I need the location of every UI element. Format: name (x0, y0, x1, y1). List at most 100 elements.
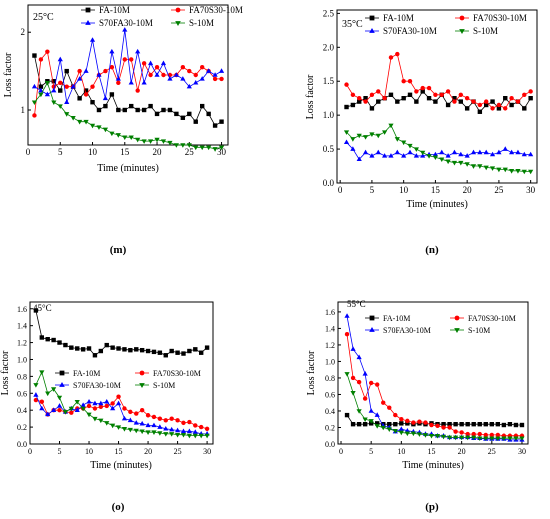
x-tick-label: 15 (115, 447, 123, 456)
x-tick-label: 15 (120, 147, 130, 157)
data-point (63, 342, 68, 348)
series-line (35, 310, 208, 356)
legend-marker (59, 370, 65, 376)
data-point (451, 149, 458, 155)
legend-marker (369, 15, 375, 21)
data-point (356, 354, 362, 360)
temperature-label: 25°C (33, 12, 54, 23)
data-point (86, 412, 92, 418)
data-point (440, 434, 447, 440)
data-point (445, 159, 451, 165)
series-FA70S30-10M (33, 394, 210, 431)
data-point (519, 436, 525, 442)
data-point (77, 68, 82, 74)
data-point (145, 348, 151, 354)
data-point (393, 412, 398, 418)
data-point (404, 431, 410, 437)
data-point (441, 425, 446, 430)
data-point (174, 432, 181, 438)
data-point (56, 395, 63, 401)
data-point (528, 169, 534, 175)
x-tick-label: 20 (458, 447, 466, 456)
data-point (528, 151, 534, 157)
data-point (145, 413, 151, 418)
data-point (62, 410, 69, 415)
y-tick-label: 0.8 (325, 374, 335, 383)
legend-label: S70FA30-10M (73, 381, 121, 390)
series-S-10M (344, 372, 525, 442)
data-point (453, 435, 459, 441)
x-axis-label: Time (minutes) (402, 460, 464, 471)
legend-label: FA70S30-10M (468, 314, 516, 323)
data-point (151, 430, 157, 435)
data-point (496, 106, 502, 111)
data-point (92, 400, 98, 406)
data-point (104, 342, 109, 348)
data-point (122, 406, 127, 411)
data-point (357, 99, 362, 104)
legend-item: FA70S30-10M (135, 369, 201, 378)
legend-item: S-10M (171, 18, 214, 28)
data-point (139, 420, 145, 426)
data-point (496, 167, 502, 173)
data-point (528, 95, 533, 101)
plot-frame (27, 4, 229, 146)
plot-frame (336, 9, 538, 184)
temperature-label: 55°C (347, 299, 366, 309)
data-point (350, 92, 356, 98)
x-tick-label: 25 (185, 147, 195, 157)
data-point (187, 111, 192, 117)
x-tick-label: 20 (144, 447, 152, 456)
data-point (104, 403, 109, 409)
legend-marker (139, 370, 145, 376)
x-tick-label: 30 (518, 447, 526, 456)
x-tick-label: 30 (203, 447, 211, 456)
data-point (513, 422, 519, 428)
data-point (110, 345, 115, 350)
series-layer (31, 27, 225, 152)
data-point (57, 104, 63, 109)
data-point (186, 143, 192, 148)
data-point (103, 68, 108, 74)
data-point (459, 430, 464, 435)
legend-marker (459, 29, 465, 34)
data-point (56, 403, 63, 408)
data-point (44, 91, 50, 97)
data-point (198, 433, 204, 439)
series-line (34, 29, 222, 104)
data-point (122, 135, 128, 141)
data-point (69, 345, 74, 350)
data-point (515, 169, 521, 174)
data-point (369, 153, 375, 158)
y-tick-label: 0.0 (325, 440, 335, 449)
data-point (414, 99, 419, 104)
data-point (135, 48, 141, 54)
data-point (404, 427, 410, 433)
legend-marker (369, 315, 375, 321)
y-tick-label: 1.4 (325, 324, 335, 333)
data-point (483, 432, 488, 438)
legend-label: S-10M (473, 26, 498, 36)
panel-n: 0 5 10 15 20 25 30 0.0 0.5 1.0 1.5 2.0 2.5 35°C Tim… (305, 8, 538, 256)
data-point (109, 131, 115, 137)
data-point (157, 424, 163, 429)
data-point (483, 436, 489, 442)
legend-item: S70FA30-10M (365, 326, 431, 335)
data-point (513, 436, 519, 442)
y-tick-label: 1.6 (17, 305, 27, 314)
data-point (121, 427, 128, 432)
data-point (145, 422, 151, 428)
series-FA70S30-10M (344, 51, 533, 111)
data-point (350, 421, 356, 427)
legend-label: S-10M (153, 381, 175, 390)
data-point (83, 92, 89, 97)
data-point (398, 430, 404, 436)
data-point (350, 391, 356, 396)
data-point (86, 346, 92, 351)
data-point (160, 60, 167, 66)
legend-item: S-10M (450, 326, 490, 335)
y-tick-label: 0.0 (323, 178, 335, 188)
data-point (477, 102, 483, 108)
data-point (401, 95, 406, 101)
legend-label: FA70S30-10M (153, 369, 201, 378)
